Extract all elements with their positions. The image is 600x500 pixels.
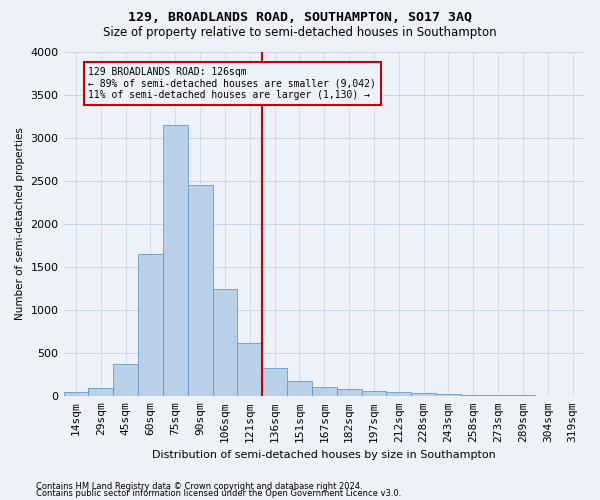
- Text: 129 BROADLANDS ROAD: 126sqm
← 89% of semi-detached houses are smaller (9,042)
11: 129 BROADLANDS ROAD: 126sqm ← 89% of sem…: [88, 67, 376, 100]
- Bar: [386, 392, 411, 396]
- Text: Contains public sector information licensed under the Open Government Licence v3: Contains public sector information licen…: [36, 490, 401, 498]
- Bar: [485, 395, 511, 396]
- Text: Size of property relative to semi-detached houses in Southampton: Size of property relative to semi-detach…: [103, 26, 497, 39]
- Bar: [461, 394, 485, 396]
- Bar: [212, 288, 238, 397]
- Bar: [436, 394, 461, 396]
- Bar: [411, 393, 436, 396]
- Bar: [163, 125, 188, 396]
- Y-axis label: Number of semi-detached properties: Number of semi-detached properties: [15, 128, 25, 320]
- Bar: [312, 387, 337, 396]
- Bar: [138, 254, 163, 396]
- Bar: [238, 343, 262, 396]
- Text: Contains HM Land Registry data © Crown copyright and database right 2024.: Contains HM Land Registry data © Crown c…: [36, 482, 362, 491]
- Bar: [362, 390, 386, 396]
- Bar: [188, 185, 212, 396]
- Bar: [64, 392, 88, 396]
- Bar: [113, 364, 138, 396]
- Bar: [287, 381, 312, 396]
- Text: 129, BROADLANDS ROAD, SOUTHAMPTON, SO17 3AQ: 129, BROADLANDS ROAD, SOUTHAMPTON, SO17 …: [128, 11, 472, 24]
- Bar: [88, 388, 113, 396]
- Bar: [262, 368, 287, 396]
- X-axis label: Distribution of semi-detached houses by size in Southampton: Distribution of semi-detached houses by …: [152, 450, 496, 460]
- Bar: [337, 390, 362, 396]
